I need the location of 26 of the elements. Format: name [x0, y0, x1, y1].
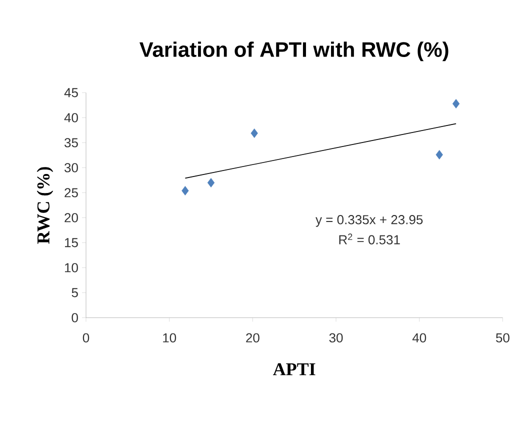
y-tick-label: 15	[64, 238, 78, 248]
y-tick-label: 10	[64, 263, 78, 272]
point	[452, 99, 460, 108]
y-tick-label: 30	[64, 163, 78, 172]
y-tick-label: 5	[72, 288, 78, 298]
y-tick-label: 0	[72, 313, 78, 322]
y-tick-label: 35	[64, 138, 78, 148]
y-tick-label: 25	[64, 188, 78, 198]
y-tick-label: 45	[64, 88, 78, 98]
x-axis-title: APTI	[273, 363, 316, 376]
y-tick-label: 20	[64, 213, 78, 222]
x-tick-label: 30	[329, 333, 343, 342]
y-tick-label: 40	[64, 113, 78, 122]
x-tick-label: 20	[246, 333, 260, 342]
x-tick-label: 0	[82, 333, 90, 342]
x-tick-label: 10	[163, 333, 176, 342]
point	[207, 178, 215, 188]
point	[182, 186, 189, 196]
point	[250, 128, 258, 138]
annotation: y = 0.335x + 23.95	[316, 215, 423, 227]
x-tick-label: 50	[496, 333, 510, 342]
annotation: R$^{2}$ = 0.531	[339, 234, 400, 244]
y-axis-title: RWC (%)	[36, 167, 54, 244]
chart-title: Variation of APTI with RWC (%)	[140, 42, 448, 62]
point	[436, 150, 443, 160]
x-tick-label: 40	[412, 333, 426, 342]
